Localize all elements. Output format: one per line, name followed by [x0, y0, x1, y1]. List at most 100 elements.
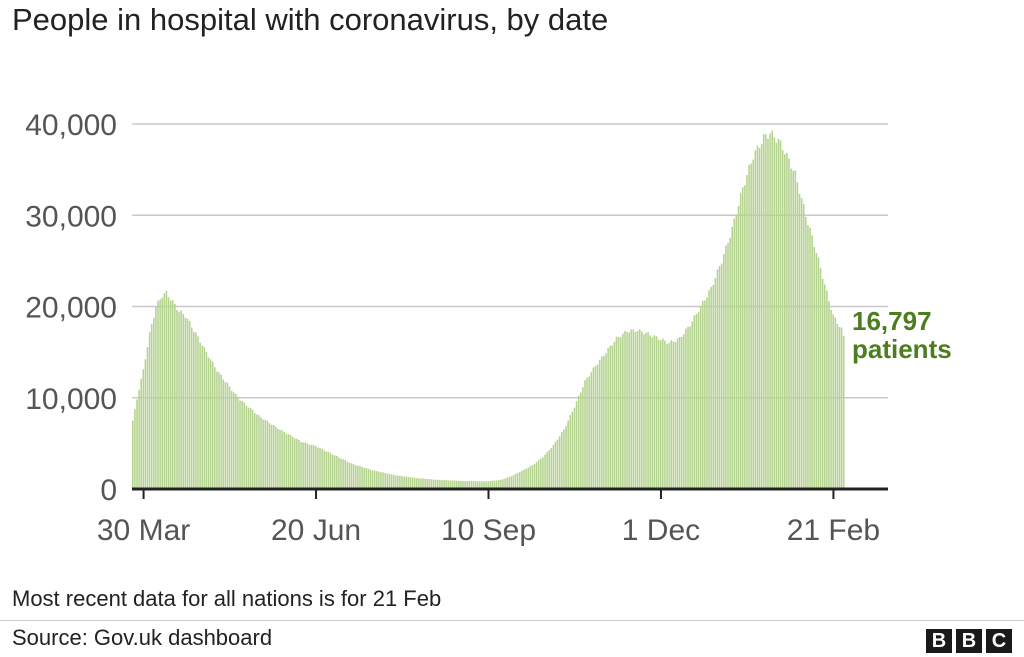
bar — [415, 478, 418, 489]
bar — [649, 335, 651, 489]
bar — [487, 481, 490, 489]
bar — [617, 336, 620, 489]
chart-title: People in hospital with coronavirus, by … — [12, 2, 609, 37]
bar — [192, 331, 195, 489]
bar — [260, 417, 262, 489]
bar — [266, 420, 269, 489]
bar — [207, 357, 210, 489]
bar — [176, 309, 178, 489]
bar — [548, 450, 551, 489]
bar — [247, 407, 250, 489]
bar — [378, 471, 380, 489]
bar — [729, 237, 731, 489]
latest-unit-label: patients — [852, 334, 952, 364]
bar — [497, 480, 500, 489]
bar — [529, 466, 532, 489]
bar — [495, 480, 498, 489]
bar — [359, 466, 361, 489]
bar — [537, 460, 540, 489]
bar — [767, 138, 769, 489]
bar — [760, 143, 763, 489]
bar — [638, 329, 641, 489]
bar — [407, 476, 410, 489]
bar — [594, 366, 597, 489]
bar — [197, 336, 199, 489]
bar — [232, 392, 235, 489]
x-tick-label: 30 Mar — [97, 514, 190, 547]
bar — [420, 478, 422, 489]
bar — [784, 154, 786, 490]
bar — [512, 475, 515, 489]
bar — [161, 297, 164, 489]
bar — [659, 340, 662, 489]
x-axis — [132, 487, 888, 499]
bar — [821, 278, 824, 489]
bar — [811, 235, 813, 489]
x-tick-label: 10 Sep — [441, 514, 536, 547]
bar — [823, 284, 826, 489]
bar — [504, 478, 506, 489]
bar — [220, 374, 222, 489]
bar — [796, 182, 799, 489]
bar — [291, 437, 294, 489]
bar — [224, 382, 227, 489]
x-tick-label: 20 Jun — [271, 514, 361, 547]
bar — [308, 444, 311, 489]
latest-value-label: 16,797 — [852, 306, 932, 336]
bar — [382, 472, 384, 489]
bar — [296, 438, 298, 489]
bar — [756, 145, 759, 489]
bar — [401, 476, 403, 489]
bar — [148, 332, 151, 489]
bar — [312, 444, 315, 489]
bar — [838, 326, 841, 489]
bar — [563, 429, 565, 489]
bar — [165, 290, 168, 489]
bar — [546, 451, 548, 489]
bar — [689, 326, 691, 489]
bar — [342, 459, 344, 489]
bar — [464, 481, 466, 489]
bar — [735, 215, 738, 489]
bar — [819, 267, 822, 489]
bar — [805, 216, 807, 490]
bar — [205, 351, 208, 489]
bar — [249, 407, 252, 489]
bar — [561, 432, 563, 489]
bar — [628, 332, 630, 489]
bar — [451, 480, 454, 489]
bar — [668, 343, 670, 489]
bar — [243, 402, 246, 489]
bar — [535, 462, 538, 489]
bar — [272, 425, 275, 489]
bar — [439, 479, 441, 489]
bar — [270, 424, 273, 489]
bar — [723, 253, 725, 489]
bar — [622, 333, 624, 489]
bar — [365, 468, 368, 489]
bar — [287, 434, 290, 489]
bar — [399, 475, 401, 489]
bar — [514, 473, 517, 489]
bar — [333, 455, 336, 489]
bar — [178, 311, 180, 489]
bar — [201, 345, 203, 489]
bar — [554, 441, 557, 489]
bar — [582, 387, 584, 489]
bar — [277, 428, 279, 489]
bar — [228, 386, 231, 489]
bar — [388, 473, 391, 489]
bar — [701, 300, 704, 489]
bar — [268, 423, 271, 489]
y-tick-label: 40,000 — [25, 109, 117, 142]
bar — [159, 299, 161, 489]
bar — [670, 340, 673, 489]
bar — [199, 342, 201, 489]
bar — [476, 481, 479, 489]
bar — [540, 458, 542, 489]
bar — [373, 470, 376, 489]
bar — [569, 415, 572, 489]
bar — [447, 480, 450, 489]
bar-series — [132, 130, 845, 490]
bar — [685, 328, 687, 489]
